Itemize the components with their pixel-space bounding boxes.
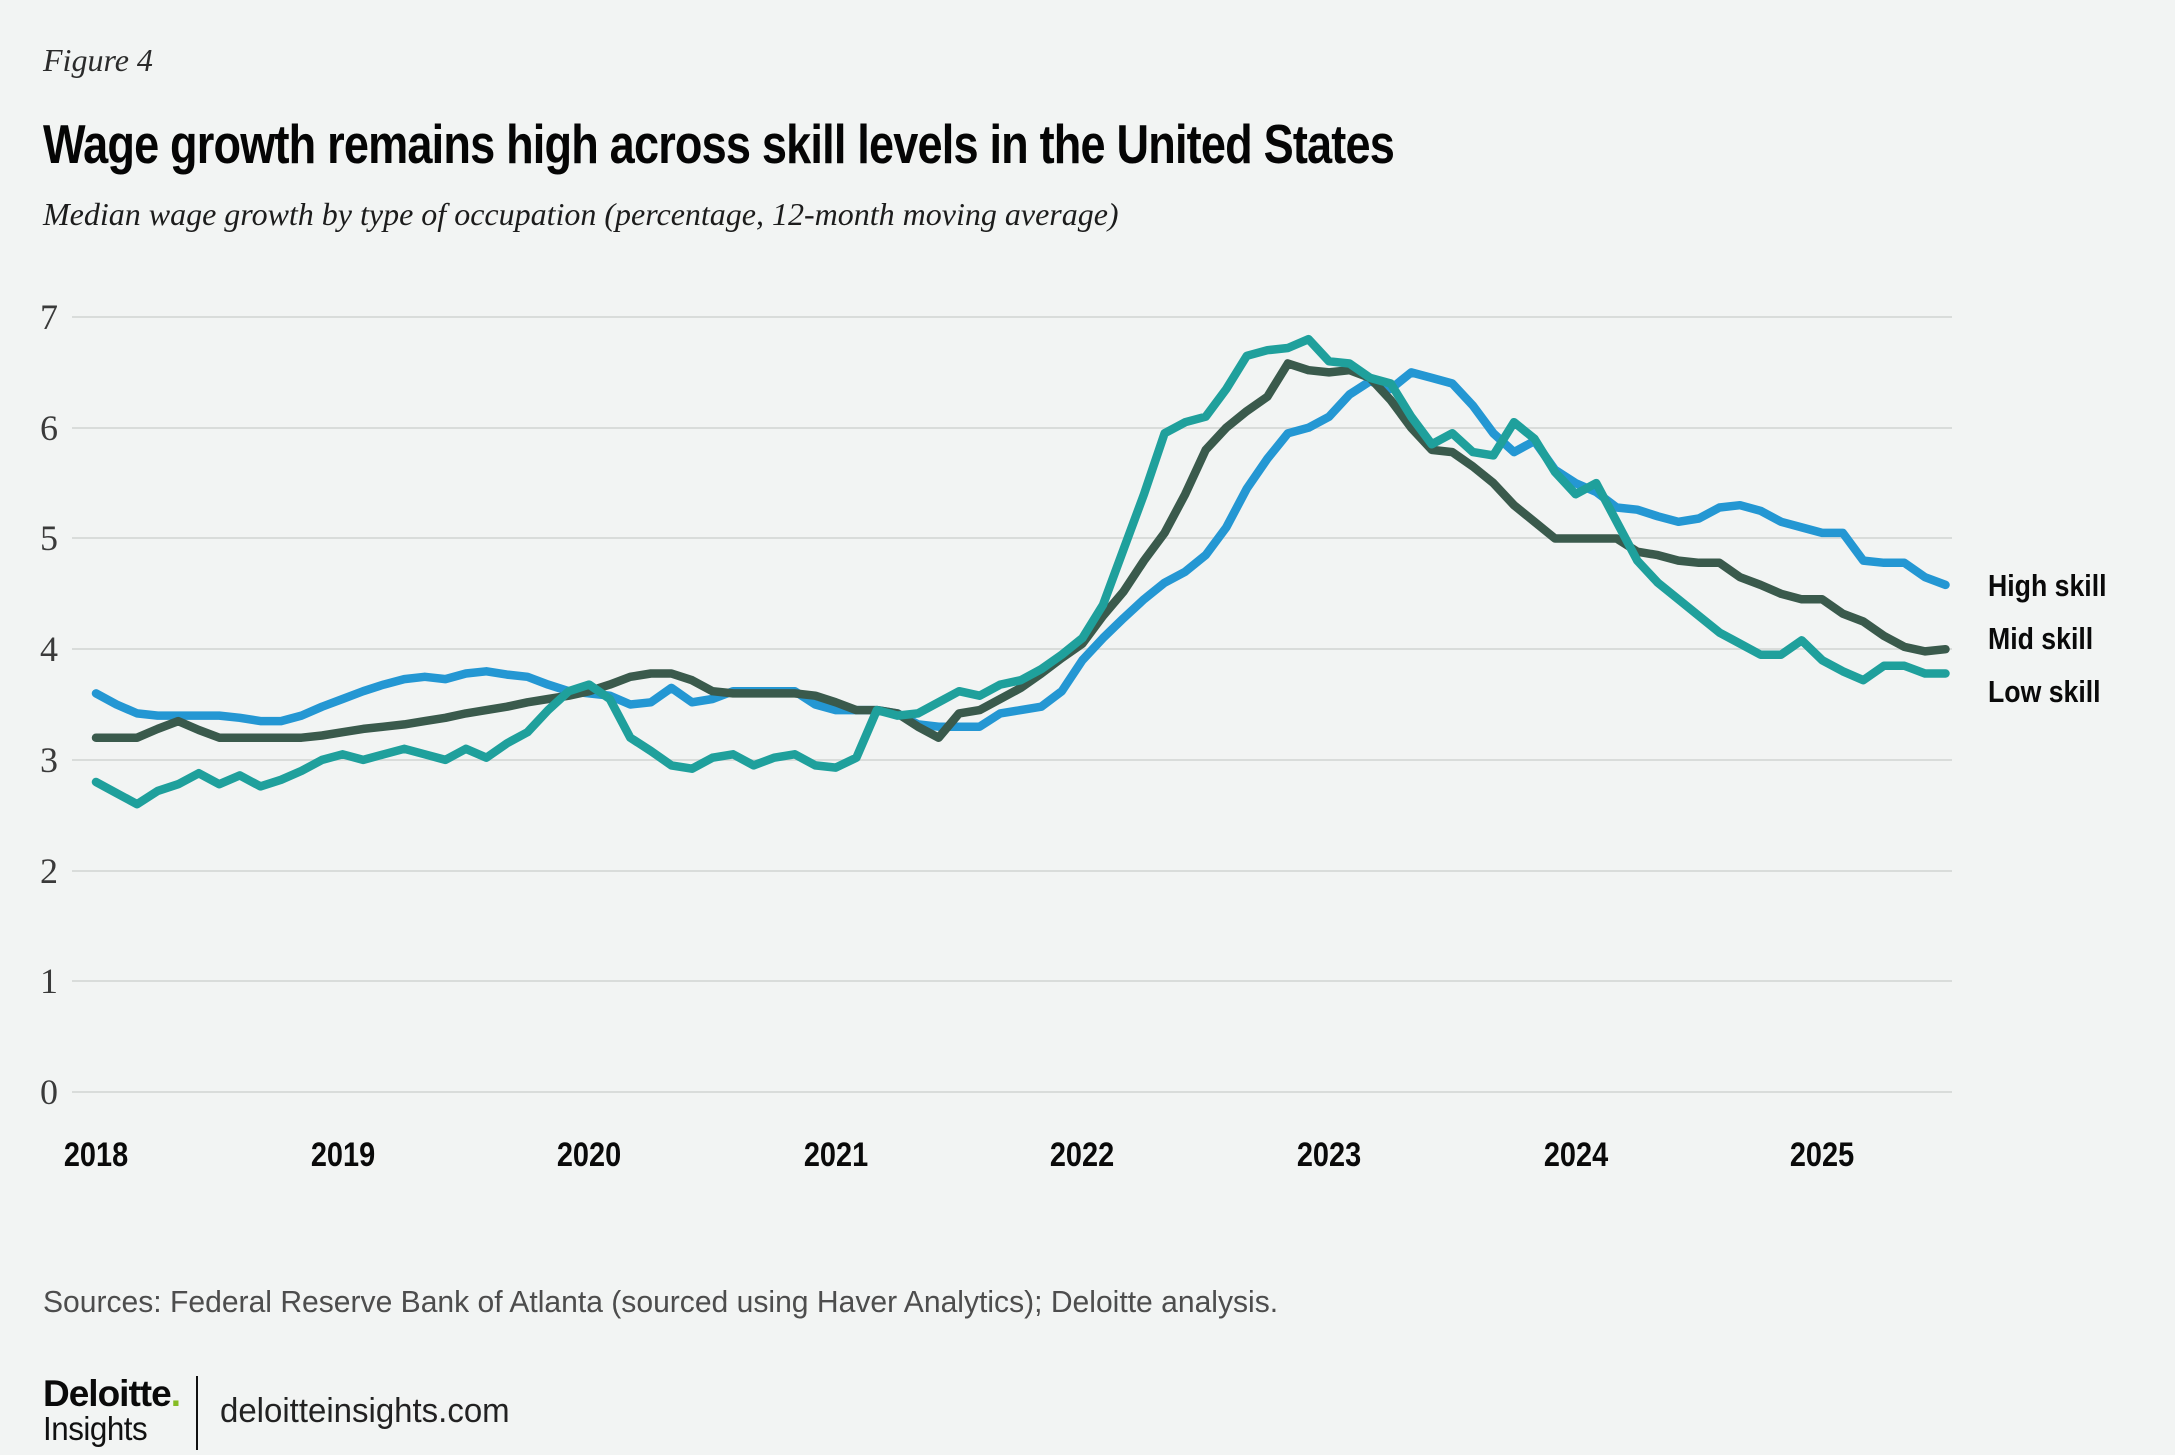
series-lines — [91, 334, 1950, 809]
legend-high-skill: High skill — [1988, 568, 2107, 603]
deloitte-insights-url: deloitteinsights.com — [220, 1392, 510, 1430]
x-tick-2024: 2024 — [1543, 1136, 1609, 1174]
y-tick-4: 4 — [40, 629, 58, 669]
deloitte-logo-green-dot-icon: . — [170, 1373, 181, 1414]
y-tick-2: 2 — [40, 851, 58, 891]
y-tick-5: 5 — [40, 518, 58, 558]
page-subtitle: Median wage growth by type of occupation… — [43, 196, 1119, 232]
x-tick-2018: 2018 — [63, 1136, 129, 1174]
x-tick-2022: 2022 — [1049, 1136, 1115, 1174]
y-tick-0: 0 — [40, 1072, 58, 1112]
page-title: Wage growth remains high across skill le… — [43, 113, 1395, 175]
source-note: Sources: Federal Reserve Bank of Atlanta… — [43, 1284, 1279, 1319]
legend-low-skill: Low skill — [1988, 674, 2101, 709]
deloitte-logo-wordmark: Deloitte — [43, 1373, 172, 1414]
legend-mid-skill: Mid skill — [1988, 621, 2094, 656]
x-tick-2020: 2020 — [556, 1136, 622, 1174]
deloitte-logo-brand: Deloitte. — [43, 1373, 181, 1414]
line-low-skill — [91, 334, 1950, 809]
x-tick-2023: 2023 — [1296, 1136, 1362, 1174]
gridlines — [72, 316, 1952, 1093]
x-tick-2021: 2021 — [803, 1136, 869, 1174]
line-high-skill — [91, 368, 1950, 731]
y-tick-6: 6 — [40, 408, 58, 448]
y-tick-1: 1 — [40, 961, 58, 1001]
x-tick-2019: 2019 — [310, 1136, 376, 1174]
y-tick-3: 3 — [40, 740, 58, 780]
figure-label: Figure 4 — [43, 42, 153, 78]
deloitte-logo-insights: Insights — [43, 1410, 148, 1447]
x-tick-2025: 2025 — [1789, 1136, 1855, 1174]
logo-divider — [196, 1376, 198, 1450]
y-tick-7: 7 — [40, 297, 58, 337]
